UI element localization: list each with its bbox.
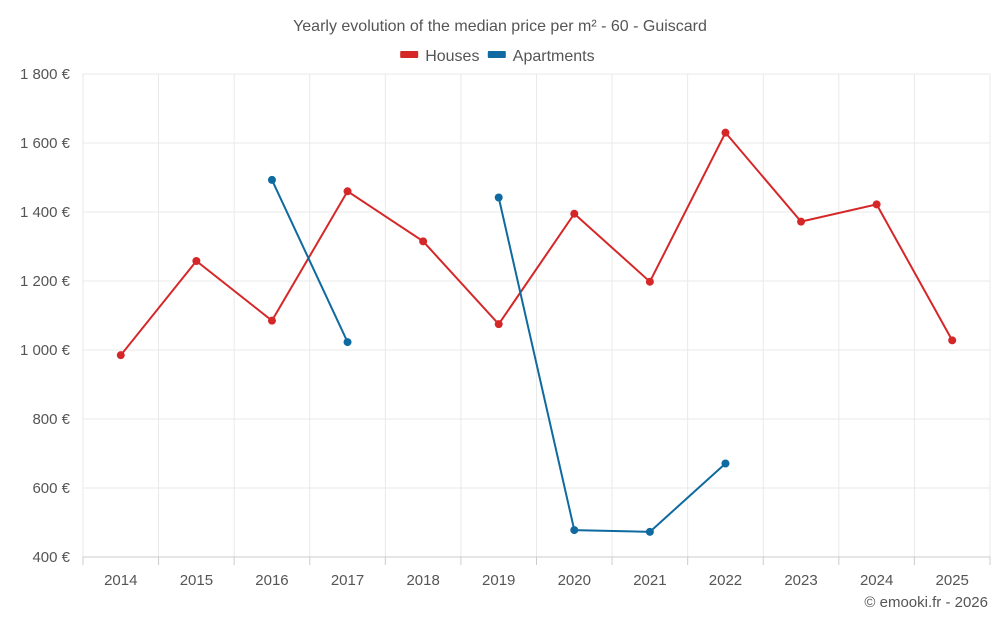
data-point-apartments bbox=[494, 193, 503, 202]
data-point-houses bbox=[570, 209, 579, 218]
data-point-houses bbox=[721, 128, 730, 137]
y-axis-ticks: 400 € 600 € 800 € 1 000 € 1 200 € 1 400 € 1 60… bbox=[20, 66, 71, 566]
y-tick-label: 400 € bbox=[32, 549, 70, 566]
copyright-footer: © emooki.fr - 2026 bbox=[864, 594, 988, 611]
x-tick-label: 2021 bbox=[633, 572, 666, 589]
legend-item-apartments[interactable]: Apartments bbox=[487, 48, 595, 65]
y-tick-label: 1 200 € bbox=[20, 273, 71, 290]
data-point-houses bbox=[267, 316, 276, 325]
data-point-apartments bbox=[570, 526, 579, 535]
data-point-houses bbox=[797, 217, 806, 226]
y-tick-label: 600 € bbox=[32, 480, 70, 497]
data-point-houses bbox=[872, 200, 881, 209]
data-point-apartments bbox=[267, 175, 276, 184]
x-tick-label: 2015 bbox=[180, 572, 213, 589]
series-line-apartments bbox=[497, 197, 727, 533]
data-point-apartments bbox=[721, 459, 730, 468]
x-gridlines bbox=[82, 74, 991, 557]
series-apartments bbox=[267, 175, 730, 536]
y-tick-label: 1 400 € bbox=[20, 204, 71, 221]
chart-title: Yearly evolution of the median price per… bbox=[293, 18, 707, 35]
series-layer bbox=[116, 128, 957, 536]
legend: Houses Apartments bbox=[400, 48, 595, 65]
y-tick-label: 1 000 € bbox=[20, 342, 71, 359]
data-point-houses bbox=[116, 351, 125, 360]
x-tick-label: 2024 bbox=[860, 572, 893, 589]
x-tick-label: 2017 bbox=[331, 572, 364, 589]
data-point-apartments bbox=[645, 527, 654, 536]
legend-label: Apartments bbox=[513, 48, 595, 65]
legend-label: Houses bbox=[425, 48, 479, 65]
x-tick-label: 2020 bbox=[558, 572, 591, 589]
data-point-houses bbox=[494, 320, 503, 329]
data-point-houses bbox=[192, 256, 201, 265]
y-tick-label: 1 800 € bbox=[20, 66, 71, 83]
legend-swatch bbox=[487, 51, 506, 58]
series-line-houses bbox=[120, 130, 954, 356]
y-tick-label: 1 600 € bbox=[20, 135, 71, 152]
x-tick-label: 2025 bbox=[936, 572, 969, 589]
series-line-apartments bbox=[271, 179, 349, 343]
x-tick-label: 2019 bbox=[482, 572, 515, 589]
x-tick-label: 2023 bbox=[784, 572, 817, 589]
data-point-houses bbox=[419, 237, 428, 246]
series-houses bbox=[116, 128, 957, 360]
x-tick-label: 2016 bbox=[255, 572, 288, 589]
x-tick-label: 2014 bbox=[104, 572, 137, 589]
data-point-apartments bbox=[343, 338, 352, 347]
legend-swatch bbox=[400, 51, 419, 58]
y-tick-label: 800 € bbox=[32, 411, 70, 428]
legend-item-houses[interactable]: Houses bbox=[400, 48, 479, 65]
data-point-houses bbox=[645, 277, 654, 286]
x-axis-ticks: 2014 2015 2016 2017 2018 2019 2020 2021 2022 2023… bbox=[82, 557, 991, 589]
x-tick-label: 2022 bbox=[709, 572, 742, 589]
data-point-houses bbox=[343, 187, 352, 196]
data-point-houses bbox=[948, 336, 957, 345]
x-tick-label: 2018 bbox=[406, 572, 439, 589]
